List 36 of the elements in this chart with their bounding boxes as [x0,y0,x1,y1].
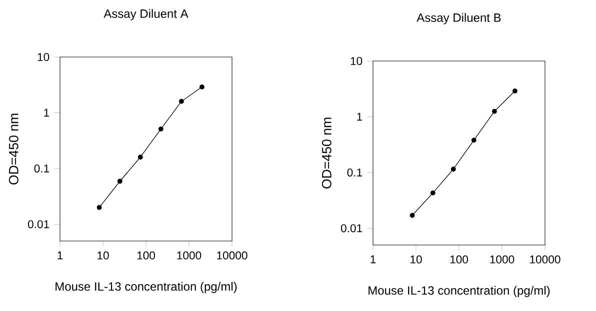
x-axis-title: Mouse IL-13 concentration (pg/ml) [56,282,237,294]
y-tick-label: 0.01 [28,220,50,228]
y-tick-label: 1 [357,112,362,121]
x-tick-label: 100 [450,255,468,264]
x-tick-label: 10 [410,255,422,264]
y-tick-label: 0.01 [340,224,362,232]
point [410,212,415,218]
y-tick-label: 0.1 [34,164,50,172]
point [199,84,204,90]
x-tick-label: 1000 [177,251,202,260]
chart-title: Assay Diluent B [416,13,501,24]
x-tick-label: 1000 [490,255,514,264]
x-axis-title: Mouse IL-13 concentration (pg/ml) [368,286,550,298]
y-axis-title: OD=450 nm [8,114,18,185]
point [492,108,497,114]
point [96,204,102,210]
point [430,190,436,196]
x-tick-label: 10000 [217,251,248,260]
y-axis-title: OD=450 nm [322,118,332,189]
point [512,88,518,94]
point [117,178,122,184]
x-tick-label: 100 [137,251,156,260]
x-tick-label: 1 [58,251,63,260]
point [138,154,143,160]
point [450,166,456,172]
chart-title: Assay Diluent A [104,9,188,20]
point [158,126,164,132]
x-tick-label: 1 [370,255,376,264]
x-tick-label: 10 [98,251,109,260]
point [471,138,476,143]
point [178,98,184,104]
x-tick-label: 10000 [530,255,560,264]
y-tick-label: 1 [44,108,50,117]
y-tick-label: 10 [38,52,50,62]
y-tick-label: 10 [350,57,362,66]
y-tick-label: 0.1 [347,168,362,176]
